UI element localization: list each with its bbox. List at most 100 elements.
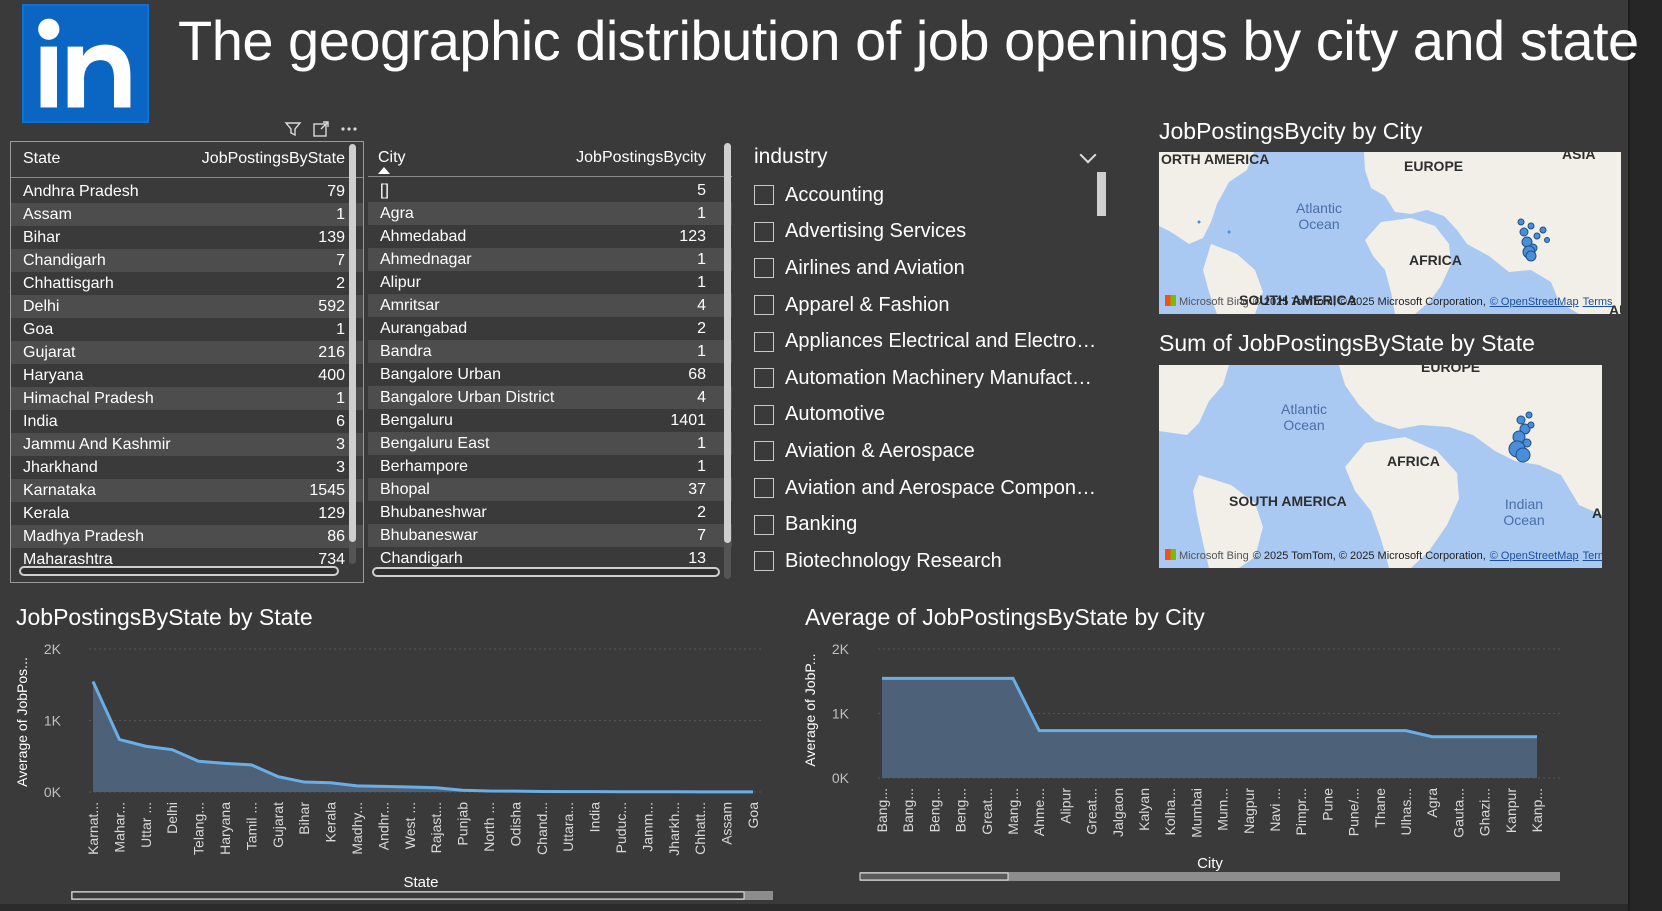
map-state[interactable]: EUROPE AFRICA SOUTH AMERICA A Atlantic O… xyxy=(1159,365,1602,568)
slicer-checkbox[interactable] xyxy=(754,221,774,242)
table-row[interactable]: Kerala 129 xyxy=(11,502,363,525)
table-row[interactable]: Haryana 400 xyxy=(11,364,363,387)
table-row[interactable]: India 6 xyxy=(11,410,363,433)
data-point[interactable] xyxy=(1063,729,1067,733)
slicer-scrollbar[interactable] xyxy=(1097,172,1106,216)
data-point[interactable] xyxy=(540,789,544,793)
data-point[interactable] xyxy=(302,780,306,784)
table-row[interactable]: Himachal Pradesh 1 xyxy=(11,387,363,410)
slicer-checkbox[interactable] xyxy=(754,404,774,425)
table-row[interactable]: Bengaluru 1401 xyxy=(368,409,732,432)
table-row[interactable]: Chhattisgarh 2 xyxy=(11,272,363,295)
table-row[interactable]: Bihar 139 xyxy=(11,226,363,249)
city-table-vscrollbar[interactable] xyxy=(724,143,731,579)
slicer-item[interactable]: Accounting xyxy=(754,177,1099,214)
data-point[interactable] xyxy=(276,775,280,779)
data-point[interactable] xyxy=(1221,729,1225,733)
openstreetmap-link[interactable]: © OpenStreetMap xyxy=(1489,296,1579,308)
table-row[interactable]: Maharashtra 734 xyxy=(11,548,363,571)
state-table-hscrollbar[interactable] xyxy=(19,566,339,576)
data-point[interactable] xyxy=(619,790,623,794)
slicer-checkbox[interactable] xyxy=(754,551,774,572)
state-table[interactable]: State JobPostingsByState Andhra Pradesh 7… xyxy=(10,141,364,583)
terms-link[interactable]: Terms xyxy=(1582,296,1613,308)
data-point[interactable] xyxy=(932,676,936,680)
filter-icon[interactable] xyxy=(284,120,302,138)
table-row[interactable]: Chandigarh 13 xyxy=(368,547,732,570)
chart-scrollbar-track[interactable] xyxy=(860,872,1560,881)
data-point[interactable] xyxy=(1509,735,1513,739)
data-point[interactable] xyxy=(1299,729,1303,733)
slicer-checkbox[interactable] xyxy=(754,441,774,462)
data-point[interactable] xyxy=(1352,729,1356,733)
data-point[interactable] xyxy=(1273,729,1277,733)
slicer-checkbox[interactable] xyxy=(754,331,774,352)
slicer-item[interactable]: Automation Machinery Manufacturing xyxy=(754,360,1099,397)
chart-scrollbar-thumb[interactable] xyxy=(859,872,1009,881)
table-row[interactable]: Ahmednagar 1 xyxy=(368,248,732,271)
terms-link[interactable]: Terms xyxy=(1582,550,1602,562)
table-row[interactable]: Alipur 1 xyxy=(368,271,732,294)
data-point[interactable] xyxy=(117,738,121,742)
data-point[interactable] xyxy=(1404,729,1408,733)
data-point[interactable] xyxy=(751,790,755,794)
data-point[interactable] xyxy=(1011,676,1015,680)
data-point[interactable] xyxy=(91,680,95,684)
table-row[interactable]: Assam 1 xyxy=(11,203,363,226)
map-city[interactable]: ORTH AMERICA EUROPE ASIA AFRICA SOUTH AM… xyxy=(1159,152,1621,314)
data-point[interactable] xyxy=(329,781,333,785)
slicer-item[interactable]: Apparel & Fashion xyxy=(754,287,1099,324)
slicer-checkbox[interactable] xyxy=(754,514,774,535)
table-row[interactable]: Aurangabad 2 xyxy=(368,317,732,340)
table-row[interactable]: Ahmedabad 123 xyxy=(368,225,732,248)
data-point[interactable] xyxy=(906,676,910,680)
data-point[interactable] xyxy=(880,676,884,680)
data-point[interactable] xyxy=(672,790,676,794)
data-point[interactable] xyxy=(461,788,465,792)
data-point[interactable] xyxy=(1037,729,1041,733)
data-point[interactable] xyxy=(170,748,174,752)
data-point[interactable] xyxy=(1142,729,1146,733)
data-point[interactable] xyxy=(698,790,702,794)
state-column-header[interactable]: State xyxy=(23,150,61,167)
slicer-item[interactable]: Aviation & Aerospace xyxy=(754,433,1099,470)
data-point[interactable] xyxy=(1456,735,1460,739)
state-table-vscrollbar[interactable] xyxy=(349,144,356,564)
more-options-icon[interactable] xyxy=(340,120,358,138)
data-point[interactable] xyxy=(1116,729,1120,733)
slicer-item[interactable]: Automotive xyxy=(754,397,1099,434)
table-row[interactable]: Goa 1 xyxy=(11,318,363,341)
state-area-chart[interactable]: 0K 1K 2K Karnat... Mahar... Uttar ... Delhi Tel… xyxy=(0,630,790,905)
city-table-hscrollbar[interactable] xyxy=(372,567,720,577)
data-point[interactable] xyxy=(645,790,649,794)
table-row[interactable]: Bhubaneshwar 2 xyxy=(368,501,732,524)
data-point[interactable] xyxy=(381,784,385,788)
jobpostingsbycity-column-header[interactable]: JobPostingsBycity xyxy=(576,149,706,166)
slicer-checkbox[interactable] xyxy=(754,258,774,279)
chart-scrollbar-thumb[interactable] xyxy=(71,891,745,900)
data-point[interactable] xyxy=(1194,729,1198,733)
data-point[interactable] xyxy=(1168,729,1172,733)
focus-mode-icon[interactable] xyxy=(312,120,330,138)
table-row[interactable]: [] 5 xyxy=(368,179,732,202)
data-point[interactable] xyxy=(249,763,253,767)
data-point[interactable] xyxy=(725,790,729,794)
data-point[interactable] xyxy=(197,759,201,763)
data-point[interactable] xyxy=(1535,735,1539,739)
slicer-item[interactable]: Banking xyxy=(754,506,1099,543)
data-point[interactable] xyxy=(434,786,438,790)
sort-ascending-icon[interactable] xyxy=(378,167,390,174)
table-row[interactable]: Bangalore Urban District 4 xyxy=(368,386,732,409)
city-column-header[interactable]: City xyxy=(378,149,406,166)
table-row[interactable]: Madhya Pradesh 86 xyxy=(11,525,363,548)
table-row[interactable]: Chandigarh 7 xyxy=(11,249,363,272)
table-row[interactable]: Amritsar 4 xyxy=(368,294,732,317)
table-row[interactable]: Gujarat 216 xyxy=(11,341,363,364)
data-point[interactable] xyxy=(513,789,517,793)
table-row[interactable]: Bhopal 37 xyxy=(368,478,732,501)
table-row[interactable]: Andhra Pradesh 79 xyxy=(11,180,363,203)
table-row[interactable]: Bengaluru East 1 xyxy=(368,432,732,455)
slicer-item[interactable]: Advertising Services xyxy=(754,214,1099,251)
slicer-checkbox[interactable] xyxy=(754,185,774,206)
slicer-item[interactable]: Biotechnology Research xyxy=(754,543,1099,580)
